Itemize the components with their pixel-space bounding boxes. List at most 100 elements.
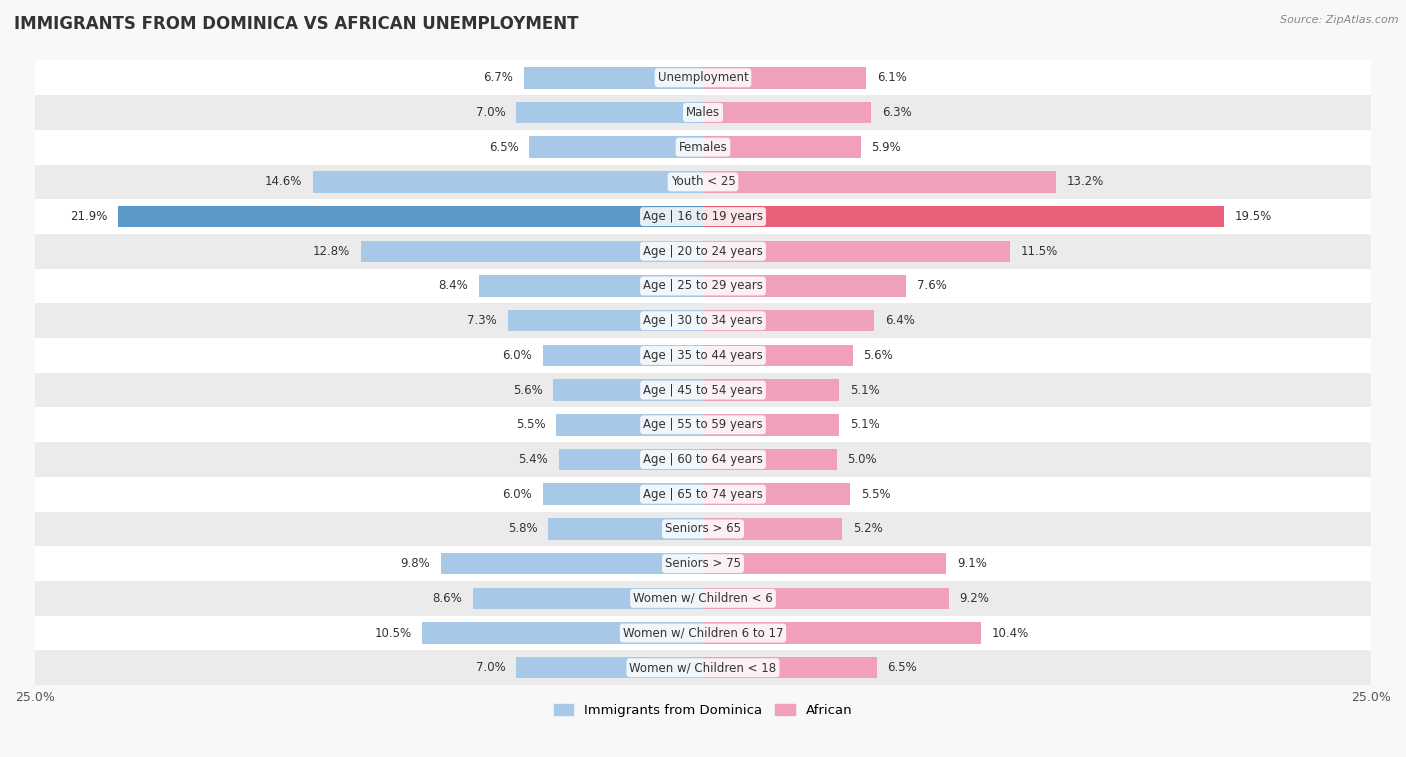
Text: 5.1%: 5.1%	[851, 419, 880, 431]
Text: 7.3%: 7.3%	[467, 314, 498, 327]
Bar	[35, 372, 1371, 407]
Text: 9.2%: 9.2%	[959, 592, 990, 605]
Bar	[703, 276, 905, 297]
Bar	[35, 581, 1371, 615]
Bar	[118, 206, 703, 227]
Text: Age | 25 to 29 years: Age | 25 to 29 years	[643, 279, 763, 292]
Bar	[555, 414, 703, 435]
Bar	[35, 269, 1371, 304]
Bar	[35, 512, 1371, 547]
Text: Women w/ Children < 6: Women w/ Children < 6	[633, 592, 773, 605]
Bar	[35, 442, 1371, 477]
Text: 6.4%: 6.4%	[884, 314, 914, 327]
Text: Age | 16 to 19 years: Age | 16 to 19 years	[643, 210, 763, 223]
Legend: Immigrants from Dominica, African: Immigrants from Dominica, African	[548, 698, 858, 722]
Bar	[516, 101, 703, 123]
Bar	[529, 136, 703, 158]
Text: Age | 35 to 44 years: Age | 35 to 44 years	[643, 349, 763, 362]
Text: 10.4%: 10.4%	[991, 627, 1029, 640]
Text: Seniors > 75: Seniors > 75	[665, 557, 741, 570]
Text: 5.2%: 5.2%	[852, 522, 883, 535]
Text: 5.5%: 5.5%	[516, 419, 546, 431]
Bar	[703, 553, 946, 575]
Bar	[35, 304, 1371, 338]
Bar	[422, 622, 703, 643]
Bar	[703, 344, 852, 366]
Bar	[543, 484, 703, 505]
Text: 5.6%: 5.6%	[513, 384, 543, 397]
Text: 5.8%: 5.8%	[508, 522, 537, 535]
Bar	[35, 199, 1371, 234]
Bar	[554, 379, 703, 401]
Bar	[703, 171, 1056, 192]
Bar	[703, 67, 866, 89]
Bar	[703, 414, 839, 435]
Text: 7.6%: 7.6%	[917, 279, 946, 292]
Bar	[516, 657, 703, 678]
Text: 6.0%: 6.0%	[502, 488, 531, 500]
Text: Source: ZipAtlas.com: Source: ZipAtlas.com	[1281, 15, 1399, 25]
Bar	[35, 615, 1371, 650]
Bar	[703, 657, 877, 678]
Bar	[35, 95, 1371, 130]
Text: Age | 20 to 24 years: Age | 20 to 24 years	[643, 245, 763, 258]
Text: Males: Males	[686, 106, 720, 119]
Text: 9.1%: 9.1%	[957, 557, 987, 570]
Text: 8.6%: 8.6%	[433, 592, 463, 605]
Text: 14.6%: 14.6%	[264, 176, 302, 188]
Text: 5.6%: 5.6%	[863, 349, 893, 362]
Bar	[314, 171, 703, 192]
Bar	[703, 241, 1011, 262]
Bar	[548, 518, 703, 540]
Text: 5.4%: 5.4%	[519, 453, 548, 466]
Bar	[543, 344, 703, 366]
Text: Women w/ Children < 18: Women w/ Children < 18	[630, 661, 776, 674]
Text: Unemployment: Unemployment	[658, 71, 748, 84]
Text: 5.0%: 5.0%	[848, 453, 877, 466]
Text: Age | 60 to 64 years: Age | 60 to 64 years	[643, 453, 763, 466]
Bar	[524, 67, 703, 89]
Bar	[35, 407, 1371, 442]
Bar	[703, 379, 839, 401]
Bar	[703, 310, 875, 332]
Text: Females: Females	[679, 141, 727, 154]
Text: 12.8%: 12.8%	[314, 245, 350, 258]
Text: Youth < 25: Youth < 25	[671, 176, 735, 188]
Bar	[361, 241, 703, 262]
Bar	[35, 234, 1371, 269]
Text: Seniors > 65: Seniors > 65	[665, 522, 741, 535]
Text: 11.5%: 11.5%	[1021, 245, 1059, 258]
Bar	[35, 164, 1371, 199]
Bar	[478, 276, 703, 297]
Text: 7.0%: 7.0%	[475, 106, 505, 119]
Text: 6.0%: 6.0%	[502, 349, 531, 362]
Text: 7.0%: 7.0%	[475, 661, 505, 674]
Text: 6.5%: 6.5%	[489, 141, 519, 154]
Text: 21.9%: 21.9%	[70, 210, 107, 223]
Text: Women w/ Children 6 to 17: Women w/ Children 6 to 17	[623, 627, 783, 640]
Text: 5.1%: 5.1%	[851, 384, 880, 397]
Bar	[703, 484, 851, 505]
Text: 9.8%: 9.8%	[401, 557, 430, 570]
Text: 5.9%: 5.9%	[872, 141, 901, 154]
Text: 6.1%: 6.1%	[877, 71, 907, 84]
Bar	[35, 61, 1371, 95]
Bar	[441, 553, 703, 575]
Text: Age | 30 to 34 years: Age | 30 to 34 years	[643, 314, 763, 327]
Text: 19.5%: 19.5%	[1234, 210, 1272, 223]
Bar	[35, 130, 1371, 164]
Bar	[703, 449, 837, 470]
Bar	[35, 338, 1371, 372]
Text: IMMIGRANTS FROM DOMINICA VS AFRICAN UNEMPLOYMENT: IMMIGRANTS FROM DOMINICA VS AFRICAN UNEM…	[14, 15, 578, 33]
Text: 5.5%: 5.5%	[860, 488, 890, 500]
Text: Age | 55 to 59 years: Age | 55 to 59 years	[643, 419, 763, 431]
Bar	[35, 547, 1371, 581]
Text: Age | 65 to 74 years: Age | 65 to 74 years	[643, 488, 763, 500]
Text: 13.2%: 13.2%	[1066, 176, 1104, 188]
Bar	[508, 310, 703, 332]
Text: 8.4%: 8.4%	[439, 279, 468, 292]
Bar	[703, 622, 981, 643]
Bar	[703, 587, 949, 609]
Text: Age | 45 to 54 years: Age | 45 to 54 years	[643, 384, 763, 397]
Text: 10.5%: 10.5%	[374, 627, 412, 640]
